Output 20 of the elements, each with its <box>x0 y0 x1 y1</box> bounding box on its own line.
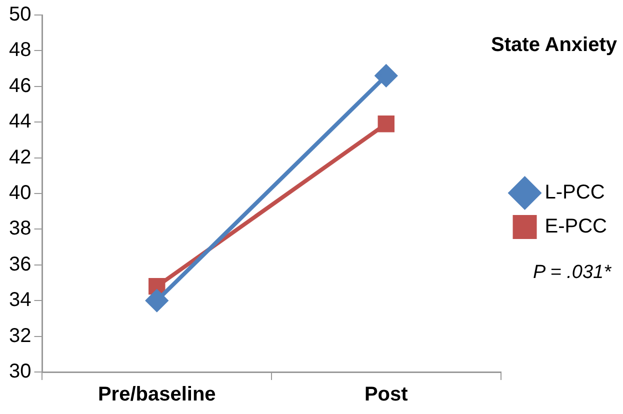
y-tick-label: 40 <box>8 182 32 204</box>
legend-label: E-PCC <box>544 216 608 238</box>
legend-label: L-PCC <box>544 182 605 204</box>
y-tick-label: 48 <box>8 39 32 62</box>
point <box>375 64 398 87</box>
y-tick-label: 50 <box>8 4 32 26</box>
point <box>378 116 395 132</box>
text: P = .031* <box>533 262 611 284</box>
point <box>146 290 168 312</box>
y-tick-label: 36 <box>8 253 32 276</box>
x-tick-label: Pre/baseline <box>98 384 216 406</box>
y-tick-label: 30 <box>8 360 32 383</box>
y-tick-label: 38 <box>8 218 32 240</box>
y-tick-label: 44 <box>8 110 32 133</box>
y-tick-label: 32 <box>8 324 32 347</box>
y-tick-label: 42 <box>8 146 32 168</box>
y-tick-label: 46 <box>8 74 32 97</box>
y-tick-label: 34 <box>8 289 32 312</box>
x-tick-label: Post <box>364 384 408 406</box>
text: State Anxiety <box>491 34 617 57</box>
